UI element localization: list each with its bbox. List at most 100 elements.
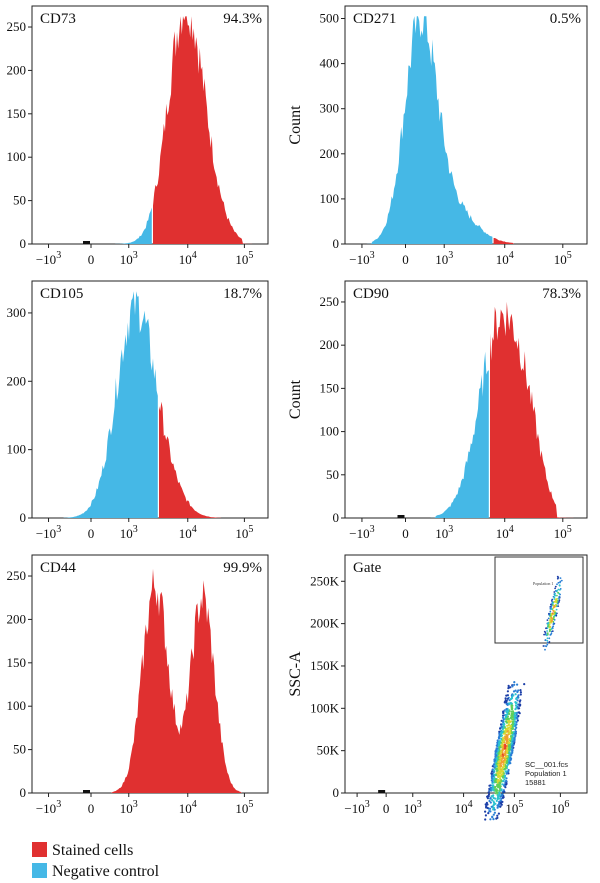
scatter-point	[495, 744, 498, 747]
y-tick-label: 100	[7, 442, 27, 457]
scatter-point	[511, 727, 515, 730]
scatter-point	[506, 697, 509, 700]
panel-title: CD105	[40, 286, 83, 302]
scatter-point	[501, 783, 504, 786]
inset-point	[560, 579, 563, 582]
x-tick-label: 105	[505, 799, 523, 816]
scatter-point	[499, 769, 502, 773]
scatter-point	[492, 774, 495, 778]
y-tick-label: 300	[7, 305, 27, 320]
y-tick-label: 200	[320, 146, 340, 161]
scatter-point	[492, 818, 495, 821]
scatter-point	[518, 700, 521, 703]
scatter-point	[491, 816, 494, 819]
scatter-point	[501, 727, 504, 731]
scatter-point	[501, 767, 504, 770]
scatter-point	[506, 740, 509, 743]
x-tick-label: −103	[349, 250, 374, 267]
scatter-point	[484, 818, 487, 821]
plot-frame	[344, 554, 588, 794]
scatter-point	[500, 723, 503, 726]
scatter-point	[505, 766, 508, 769]
scatter-point	[494, 781, 497, 784]
inset-point	[544, 648, 546, 651]
y-tick-label: 0	[20, 510, 27, 525]
scatter-point	[505, 703, 509, 706]
scatter-point	[515, 721, 518, 724]
scatter-point	[514, 730, 518, 733]
y-tick-label: 400	[320, 56, 340, 71]
scatter-point	[512, 733, 515, 736]
scatter-point	[513, 736, 516, 740]
zero-marker	[83, 241, 90, 244]
scatter-point	[519, 693, 522, 696]
scatter-point	[507, 772, 510, 775]
inset-point	[544, 645, 546, 647]
inset-point	[552, 622, 555, 625]
scatter-point	[512, 690, 516, 693]
inset-point	[554, 592, 556, 595]
inset-point	[557, 581, 560, 584]
scatter-point	[514, 693, 517, 696]
stained-cells-area	[159, 401, 267, 518]
y-tick-label: 250K	[310, 573, 340, 588]
x-tick-label: 0	[402, 526, 409, 541]
scatter-point	[506, 734, 509, 738]
x-tick-label: −103	[36, 799, 61, 816]
scatter-point	[489, 818, 492, 821]
scatter-point	[511, 710, 515, 713]
scatter-point	[493, 786, 496, 789]
scatter-point	[519, 689, 522, 692]
scatter-point	[485, 801, 488, 805]
zero-marker	[378, 790, 386, 793]
inset-point	[558, 599, 561, 602]
scatter-point	[505, 782, 508, 786]
y-tick-label: 200	[7, 62, 27, 77]
scatter-point	[499, 750, 502, 753]
scatter-point	[501, 793, 504, 796]
scatter-point	[513, 725, 516, 728]
scatter-point	[500, 779, 503, 782]
scatter-point	[509, 724, 512, 728]
scatter-point	[501, 757, 504, 760]
x-tick-label: 105	[235, 250, 253, 267]
scatter-point	[490, 772, 493, 775]
panel-cd73: CD73 94.3% −103 0 103 104 105 0 50 100 150 200 250	[7, 5, 269, 267]
scatter-point	[497, 773, 500, 777]
panel-title: Gate	[353, 560, 382, 576]
scatter-point	[498, 782, 501, 785]
inset-point	[553, 616, 555, 619]
scatter-point	[499, 805, 502, 808]
scatter-point	[495, 817, 498, 820]
inset-point	[550, 622, 552, 624]
scatter-point	[504, 745, 507, 748]
scatter-point	[510, 704, 513, 707]
scatter-point	[505, 708, 508, 711]
x-tick-label: 104	[179, 799, 197, 816]
x-tick-label: 104	[455, 799, 473, 816]
scatter-point	[499, 801, 502, 804]
inset-point	[552, 609, 555, 612]
inset-point	[549, 620, 552, 622]
y-tick-label: 150	[7, 106, 27, 121]
y-tick-label: 200	[320, 337, 340, 352]
scatter-point	[490, 777, 494, 780]
x-tick-label: 104	[496, 250, 514, 267]
inset-point	[549, 610, 552, 613]
zero-marker	[397, 515, 405, 518]
scatter-point	[509, 686, 512, 689]
x-tick-label: 103	[120, 799, 138, 816]
scatter-point	[512, 743, 515, 747]
inset-point	[554, 604, 557, 607]
scatter-point	[491, 785, 494, 788]
inset-point	[546, 619, 549, 621]
inset-point	[553, 598, 556, 600]
y-tick-label: 200K	[310, 616, 340, 631]
scatter-point	[497, 771, 500, 774]
scatter-point	[505, 777, 508, 780]
inset-point	[551, 602, 554, 605]
inset-point	[558, 601, 560, 603]
scatter-point	[510, 707, 513, 710]
scatter-point	[504, 729, 507, 732]
